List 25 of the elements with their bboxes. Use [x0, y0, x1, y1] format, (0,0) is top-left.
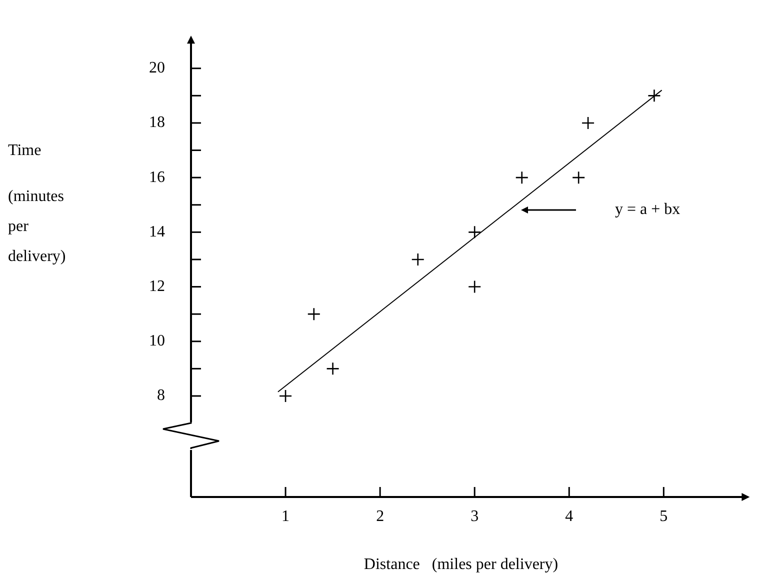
x-axis-title: Distance (miles per delivery) — [362, 556, 560, 574]
point — [572, 170, 586, 184]
y-tick-label: 14 — [149, 223, 165, 240]
text: Time (minutes per delivery) — [8, 142, 66, 265]
y-tick-label: 8 — [157, 387, 165, 404]
annotation: y = a + bx — [615, 201, 680, 218]
point — [515, 170, 529, 184]
point — [581, 116, 595, 130]
point — [648, 89, 661, 102]
point — [468, 226, 482, 239]
point — [278, 389, 292, 403]
x-tick-label: 4 — [565, 508, 574, 525]
y-tick-label: 16 — [149, 168, 165, 186]
y-tick-label: 12 — [149, 278, 165, 295]
point — [326, 362, 340, 376]
x-tick-label: 2 — [376, 508, 384, 525]
x-tick-label: 1 — [282, 508, 290, 525]
point — [307, 307, 321, 321]
point — [468, 280, 482, 294]
y-tick-label: 18 — [149, 114, 165, 132]
x-tick-label: 3 — [470, 508, 479, 525]
y-tick-label: 20 — [149, 60, 165, 77]
x-tick-label: 5 — [660, 508, 668, 525]
y-tick-label: 10 — [149, 332, 165, 350]
point — [411, 252, 425, 266]
